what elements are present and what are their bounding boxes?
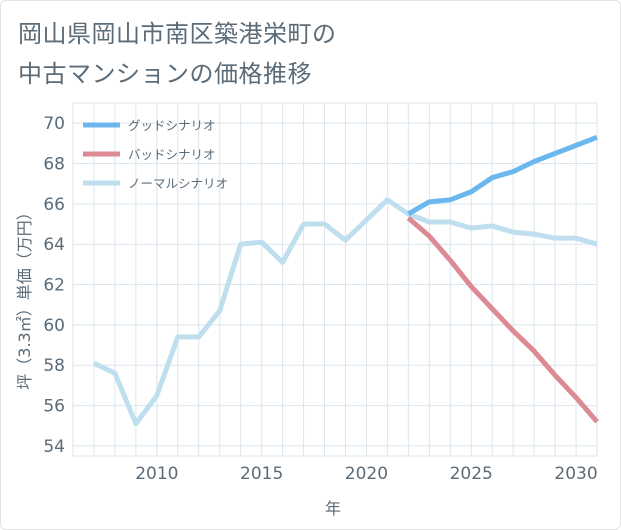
x-tick-label: 2025 [450,464,493,484]
series-line-good [407,134,598,217]
y-tick-label: 58 [43,356,65,376]
y-axis-title: 坪（3.3㎡）単価（万円） [15,204,34,389]
y-tick-label: 60 [43,316,65,336]
legend-label-normal: ノーマルシナリオ [128,176,228,191]
y-tick-label: 68 [43,155,65,175]
title-line-2: 中古マンションの価格推移 [18,60,312,88]
y-tick-label: 62 [43,276,65,296]
grid [72,102,598,457]
y-axis-ticks: 54 56 58 60 62 64 66 68 70 [43,114,65,457]
legend-label-good: グッドシナリオ [128,118,216,133]
series-line-normal [92,197,598,427]
x-tick-label: 2010 [135,464,178,484]
y-tick-label: 56 [43,397,65,417]
x-tick-label: 2015 [240,464,283,484]
y-tick-label: 64 [43,235,65,255]
title-line-1: 岡山県岡山市南区築港栄町の [18,20,337,48]
y-tick-label: 70 [43,114,65,134]
y-tick-label: 54 [43,437,65,457]
x-tick-label: 2020 [345,464,388,484]
series-lines [92,134,599,427]
x-axis-ticks: 2010 2015 2020 2025 2030 [135,464,597,484]
legend-label-bad: バッドシナリオ [128,147,216,162]
x-tick-label: 2030 [554,464,597,484]
y-tick-label: 66 [43,195,65,215]
page-title: 岡山県岡山市南区築港栄町の 中古マンションの価格推移 [18,14,337,94]
series-line-bad [406,216,599,424]
x-axis-title: 年 [325,499,341,518]
